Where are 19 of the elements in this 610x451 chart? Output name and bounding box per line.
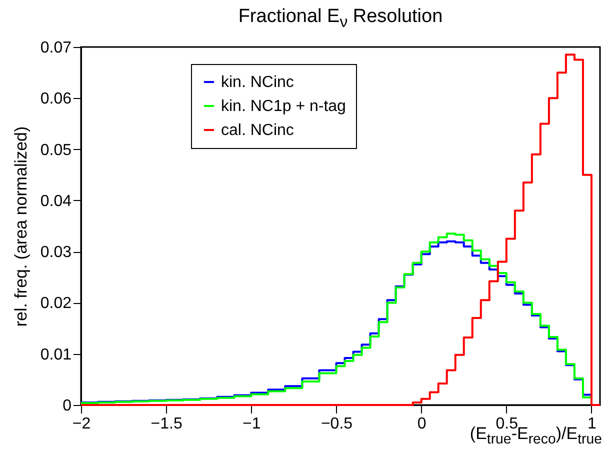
- x-tick-label: 1: [588, 416, 597, 432]
- y-tick-label: 0.04: [40, 192, 72, 210]
- legend-label: cal. NCinc: [221, 122, 294, 139]
- x-tick-label: −1: [242, 416, 261, 432]
- y-tick-label: 0: [62, 398, 72, 414]
- x-tick-label: 0: [417, 416, 426, 432]
- x-tick-label: −2: [72, 416, 91, 432]
- y-tick-label: 0.02: [40, 295, 72, 312]
- y-tick-label: 0.07: [40, 40, 72, 56]
- x-tick-label: −0.5: [320, 416, 353, 432]
- y-axis-title: rel. freq. (area normalized): [11, 126, 30, 327]
- y-tick-label: 0.06: [40, 90, 72, 108]
- y-tick-label: 0.03: [40, 244, 72, 262]
- legend-label: kin. NCinc: [221, 74, 294, 91]
- chart-title: Fractional E$_{ν}$ Resolution: [237, 6, 444, 32]
- y-tick-label: 0.01: [40, 346, 72, 364]
- legend-label: kin. NC1p + n-tag: [221, 98, 346, 115]
- x-tick-label: −1.5: [150, 416, 182, 432]
- y-tick-label: 0.05: [40, 142, 72, 159]
